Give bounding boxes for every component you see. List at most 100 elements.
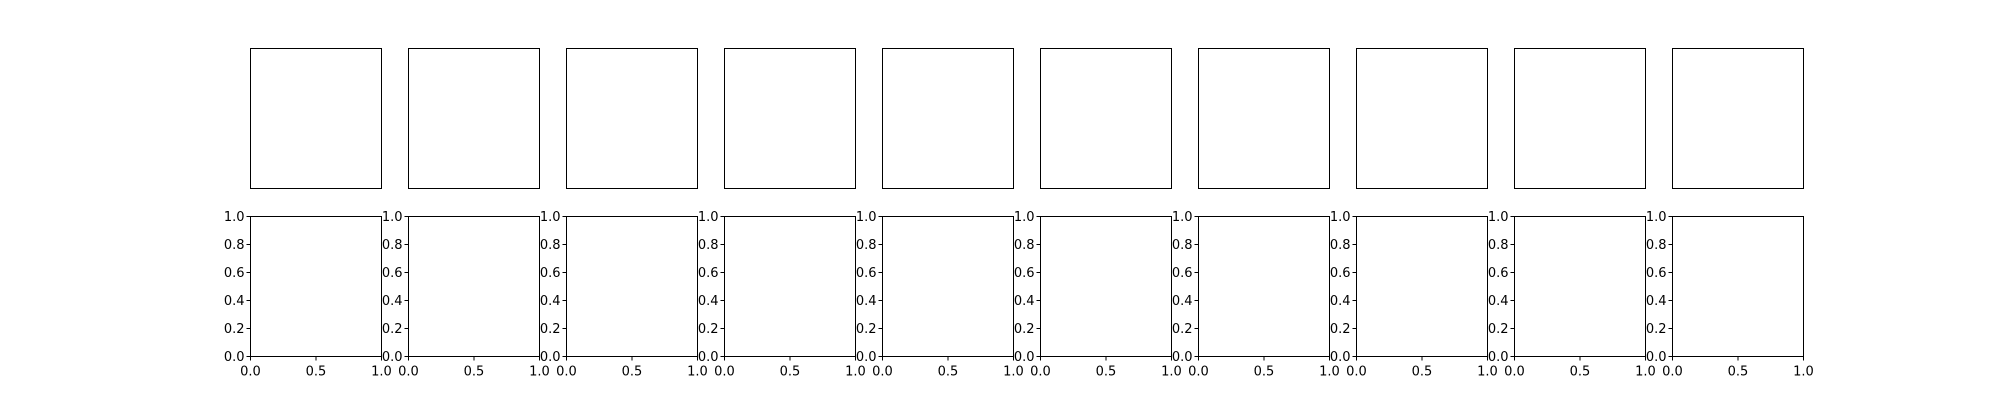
y-tick-label: 0.8 [1646,238,1667,253]
y-tick-label: 0.2 [1014,322,1035,337]
bottom-axes-5: 0.0 0.2 0.4 0.6 0.8 1.0 0.0 0.5 1.0 [856,210,1024,380]
axes-frame [1672,48,1804,189]
y-tick-label: 0.0 [856,350,877,365]
y-tick-label: 0.2 [1646,322,1667,337]
x-tick-label: 1.0 [1161,365,1182,380]
top-axes-5 [882,48,1014,189]
y-tick-label: 0.8 [1172,238,1193,253]
x-tick-label: 0.0 [556,365,577,380]
top-axes-8 [1356,48,1488,189]
y-tick-label: 0.4 [540,294,561,309]
y-tick-label: 1.0 [1014,210,1035,225]
y-tick-label: 0.0 [382,350,403,365]
y-tick-label: 0.4 [382,294,403,309]
x-tick-label: 1.0 [371,365,392,380]
bottom-row-panels: 0.00.20.40.60.81.00.0 0.5 1.00.00.20.40.60… [224,210,1814,380]
axes-frame [724,48,856,189]
y-tick-label: 0.2 [540,322,561,337]
top-axes-10 [1672,48,1804,189]
bottom-axes-1: 0.0 0.2 0.4 0.6 0.8 1.0 0.0 0.5 1.0 [224,210,392,380]
axes-frame [1040,48,1172,189]
x-tick-label: 0.0 [1504,365,1525,380]
y-tick-label: 1.0 [1488,210,1509,225]
x-tick-label: 0.0 [1662,365,1683,380]
y-tick-label: 0.6 [1014,266,1035,281]
x-tick-label: 0.5 [464,365,485,380]
bottom-axes-6: 0.0 0.2 0.4 0.6 0.8 1.0 0.0 0.5 1.0 [1014,210,1182,380]
top-axes-4 [724,48,856,189]
y-tick-label: 0.4 [1488,294,1509,309]
axes-frame [250,48,382,189]
axes-frame [250,216,382,357]
y-tick-label: 0.8 [540,238,561,253]
x-tick-label: 0.5 [1412,365,1433,380]
x-tick-label: 0.5 [1570,365,1591,380]
y-tick-label: 0.0 [224,350,245,365]
x-tick-label: 1.0 [1319,365,1340,380]
axes-frame [1356,216,1488,357]
x-tick-label: 0.0 [1188,365,1209,380]
y-tick-label: 0.4 [1172,294,1193,309]
x-tick-label: 0.0 [872,365,893,380]
axes-frame [1672,216,1804,357]
x-tick-label: 1.0 [687,365,708,380]
y-tick-label: 0.0 [540,350,561,365]
y-tick-label: 0.8 [1014,238,1035,253]
y-tick-label: 0.2 [856,322,877,337]
x-tick-label: 1.0 [1477,365,1498,380]
axes-frame [882,48,1014,189]
y-tick-label: 0.0 [1488,350,1509,365]
x-tick-label: 0.5 [1096,365,1117,380]
axes-frame [724,216,856,357]
y-tick-label: 0.6 [224,266,245,281]
y-tick-label: 0.8 [856,238,877,253]
x-tick-label: 0.0 [240,365,261,380]
y-tick-label: 1.0 [1646,210,1667,225]
top-axes-7 [1198,48,1330,189]
y-tick-label: 1.0 [856,210,877,225]
y-tick-label: 0.4 [1014,294,1035,309]
bottom-axes-3: 0.0 0.2 0.4 0.6 0.8 1.0 0.0 0.5 1.0 [540,210,708,380]
y-tick-label: 1.0 [698,210,719,225]
y-tick-label: 0.0 [1330,350,1351,365]
x-tick-label: 0.5 [622,365,643,380]
y-tick-label: 1.0 [1330,210,1351,225]
axes-frame [408,216,540,357]
y-tick-label: 0.4 [856,294,877,309]
y-tick-label: 0.8 [698,238,719,253]
y-tick-label: 1.0 [1172,210,1193,225]
y-tick-label: 0.8 [224,238,245,253]
x-tick-label: 0.0 [398,365,419,380]
y-tick-label: 0.4 [224,294,245,309]
bottom-axes-4: 0.0 0.2 0.4 0.6 0.8 1.0 0.0 0.5 1.0 [698,210,866,380]
y-tick-label: 0.0 [1646,350,1667,365]
top-axes-9 [1514,48,1646,189]
y-tick-label: 0.2 [224,322,245,337]
y-tick-label: 0.6 [1488,266,1509,281]
bottom-axes-2: 0.0 0.2 0.4 0.6 0.8 1.0 0.0 0.5 1.0 [382,210,550,380]
y-tick-label: 0.0 [1172,350,1193,365]
y-tick-label: 0.0 [698,350,719,365]
y-tick-label: 0.2 [1172,322,1193,337]
y-tick-label: 0.4 [698,294,719,309]
axes-frame [1514,216,1646,357]
y-tick-label: 0.8 [1488,238,1509,253]
x-tick-label: 0.5 [780,365,801,380]
bottom-axes-7: 0.0 0.2 0.4 0.6 0.8 1.0 0.0 0.5 1.0 [1172,210,1340,380]
bottom-axes-8: 0.0 0.2 0.4 0.6 0.8 1.0 0.0 0.5 1.0 [1330,210,1498,380]
y-tick-label: 1.0 [540,210,561,225]
x-tick-label: 0.0 [1346,365,1367,380]
x-tick-label: 0.5 [1728,365,1749,380]
x-tick-label: 0.5 [938,365,959,380]
x-tick-label: 0.0 [1030,365,1051,380]
y-tick-label: 0.2 [1330,322,1351,337]
y-tick-label: 0.6 [1330,266,1351,281]
x-tick-label: 1.0 [1793,365,1814,380]
y-tick-label: 0.2 [698,322,719,337]
y-tick-label: 0.6 [382,266,403,281]
y-tick-label: 1.0 [224,210,245,225]
axes-frame [566,216,698,357]
axes-frame [1514,48,1646,189]
y-tick-label: 0.0 [1014,350,1035,365]
